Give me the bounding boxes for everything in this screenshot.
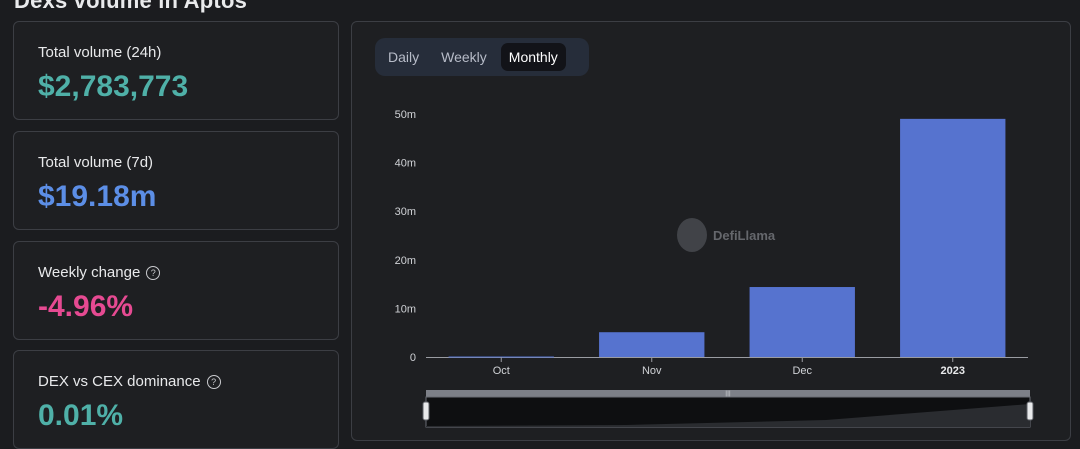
bar — [900, 118, 1006, 357]
y-tick-label: 30m — [395, 206, 416, 218]
range-slider-grip-icon[interactable]: ||| — [725, 391, 731, 398]
y-tick-label: 40m — [395, 158, 416, 170]
stat-label-weekly-change: Weekly change — [38, 264, 141, 281]
x-tick-label: 2023 — [941, 365, 965, 377]
x-tick-label: Nov — [642, 365, 662, 377]
range-slider-left-handle[interactable] — [422, 401, 430, 421]
range-slider-preview — [426, 404, 1030, 427]
tab-weekly[interactable]: Weekly — [441, 49, 487, 65]
stat-label-dominance: DEX vs CEX dominance — [38, 373, 201, 390]
stat-label-7d: Total volume (7d) — [38, 154, 154, 171]
y-tick-label: 50m — [395, 109, 416, 121]
help-icon[interactable]: ? — [146, 265, 161, 280]
bar — [749, 287, 855, 357]
stat-card-weekly-change: Weekly change ? -4.96% — [13, 241, 339, 340]
stat-value-weekly-change: -4.96% — [38, 290, 134, 323]
stat-value-24h: $2,783,773 — [38, 70, 189, 103]
tab-daily[interactable]: Daily — [388, 49, 420, 65]
stat-value-dominance: 0.01% — [38, 399, 124, 432]
watermark-text: DefiLlama — [713, 227, 776, 243]
y-tick-label: 0 — [410, 352, 416, 364]
page-title: Dexs volume in Aptos — [14, 0, 248, 13]
x-tick-label: Dec — [792, 365, 812, 377]
stat-card-7d: Total volume (7d) $19.18m — [13, 131, 339, 230]
interval-tabs: Daily Weekly Monthly — [375, 38, 589, 76]
stat-value-7d: $19.18m — [38, 180, 157, 213]
range-slider-track[interactable] — [426, 390, 1030, 397]
stat-card-dominance: DEX vs CEX dominance ? 0.01% — [13, 350, 339, 449]
range-slider-right-handle[interactable] — [1026, 401, 1034, 421]
chart-panel: Daily Weekly Monthly DefiLlama 0 10m 20m 30… — [351, 21, 1071, 441]
tab-monthly[interactable]: Monthly — [500, 43, 566, 71]
stat-card-24h: Total volume (24h) $2,783,773 — [13, 21, 339, 120]
defillama-logo-icon — [677, 218, 707, 252]
volume-bar-chart: 0 10m 20m 30m 40m 50m Oct Nov Dec 2023 ||| — [395, 109, 1034, 428]
y-tick-label: 10m — [395, 303, 416, 315]
bar — [599, 332, 705, 357]
help-icon[interactable]: ? — [206, 374, 221, 389]
y-tick-label: 20m — [395, 255, 416, 267]
stat-label-24h: Total volume (24h) — [38, 44, 162, 61]
watermark: DefiLlama — [677, 218, 775, 252]
x-tick-label: Oct — [493, 365, 510, 377]
